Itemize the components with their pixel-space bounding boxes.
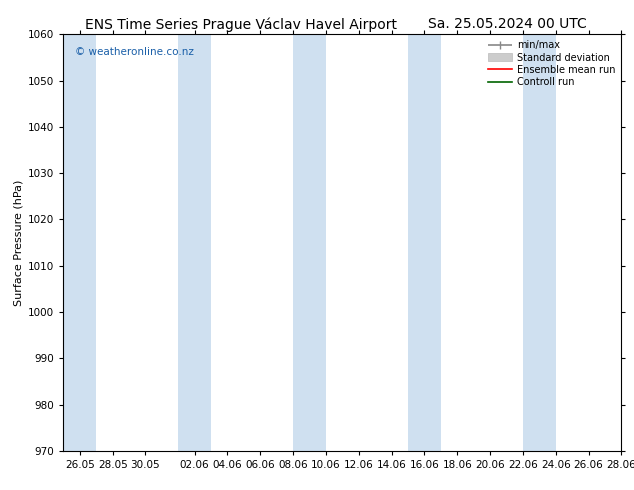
Legend: min/max, Standard deviation, Ensemble mean run, Controll run: min/max, Standard deviation, Ensemble me… (485, 37, 618, 90)
Text: Sa. 25.05.2024 00 UTC: Sa. 25.05.2024 00 UTC (428, 17, 586, 31)
Bar (293, 34, 326, 451)
Bar (523, 34, 555, 451)
Bar (408, 34, 441, 451)
Y-axis label: Surface Pressure (hPa): Surface Pressure (hPa) (14, 179, 24, 306)
Text: © weatheronline.co.nz: © weatheronline.co.nz (75, 47, 193, 57)
Text: ENS Time Series Prague Václav Havel Airport: ENS Time Series Prague Václav Havel Airp… (85, 17, 397, 32)
Bar (178, 34, 211, 451)
Bar (63, 34, 96, 451)
